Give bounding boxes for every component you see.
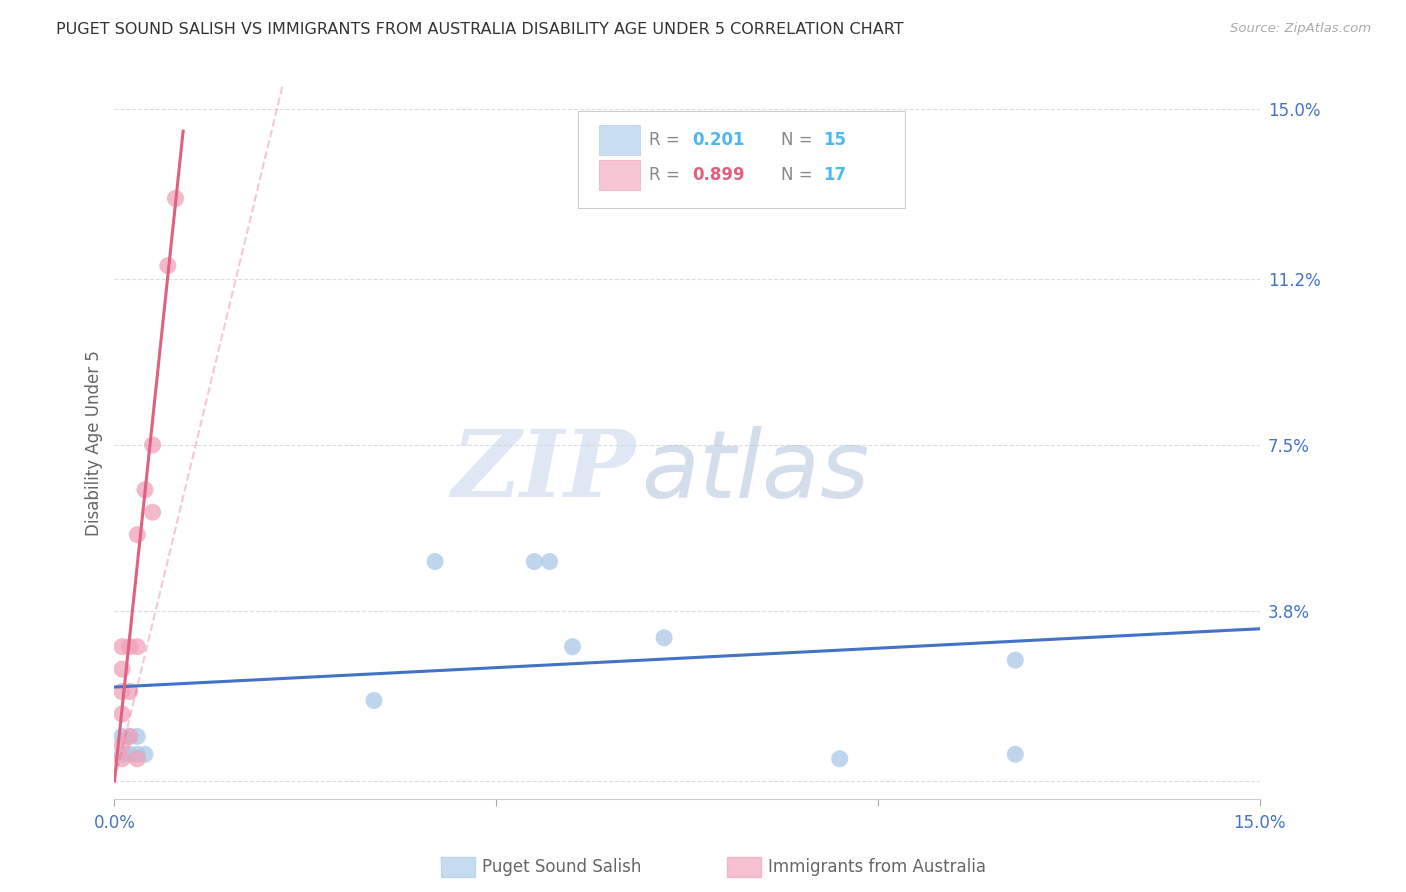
Point: [156, 259, 179, 273]
Point: [118, 640, 141, 654]
Point: [652, 631, 675, 645]
Text: N =: N =: [780, 167, 818, 185]
Text: 17: 17: [824, 167, 846, 185]
Point: [111, 684, 134, 698]
Point: [165, 191, 187, 205]
Point: [142, 505, 165, 519]
Point: [134, 747, 156, 762]
Point: [561, 640, 583, 654]
Point: [127, 640, 149, 654]
Y-axis label: Disability Age Under 5: Disability Age Under 5: [86, 350, 103, 536]
Point: [111, 739, 134, 753]
Point: [423, 555, 446, 569]
FancyBboxPatch shape: [599, 125, 640, 155]
Text: Puget Sound Salish: Puget Sound Salish: [482, 858, 641, 876]
Point: [127, 527, 149, 541]
Point: [134, 483, 156, 497]
Point: [127, 730, 149, 744]
Point: [1004, 653, 1026, 667]
Text: atlas: atlas: [641, 425, 869, 516]
Point: [538, 555, 561, 569]
Point: [363, 693, 385, 707]
Text: R =: R =: [650, 131, 685, 149]
Point: [1004, 747, 1026, 762]
Point: [127, 747, 149, 762]
Text: 15: 15: [824, 131, 846, 149]
Point: [118, 747, 141, 762]
Point: [828, 752, 851, 766]
Point: [111, 706, 134, 721]
Text: N =: N =: [780, 131, 818, 149]
Text: Immigrants from Australia: Immigrants from Australia: [768, 858, 986, 876]
Point: [111, 640, 134, 654]
FancyBboxPatch shape: [599, 161, 640, 190]
Point: [142, 438, 165, 452]
Point: [118, 684, 141, 698]
Point: [118, 730, 141, 744]
Point: [111, 730, 134, 744]
FancyBboxPatch shape: [578, 112, 904, 208]
Text: PUGET SOUND SALISH VS IMMIGRANTS FROM AUSTRALIA DISABILITY AGE UNDER 5 CORRELATI: PUGET SOUND SALISH VS IMMIGRANTS FROM AU…: [56, 22, 904, 37]
Text: 0.899: 0.899: [693, 167, 745, 185]
Point: [111, 752, 134, 766]
Point: [111, 747, 134, 762]
Text: ZIP: ZIP: [451, 426, 636, 516]
Point: [127, 752, 149, 766]
Point: [523, 555, 546, 569]
Point: [118, 730, 141, 744]
Text: R =: R =: [650, 167, 685, 185]
Point: [111, 662, 134, 676]
Text: Source: ZipAtlas.com: Source: ZipAtlas.com: [1230, 22, 1371, 36]
Text: 0.201: 0.201: [693, 131, 745, 149]
